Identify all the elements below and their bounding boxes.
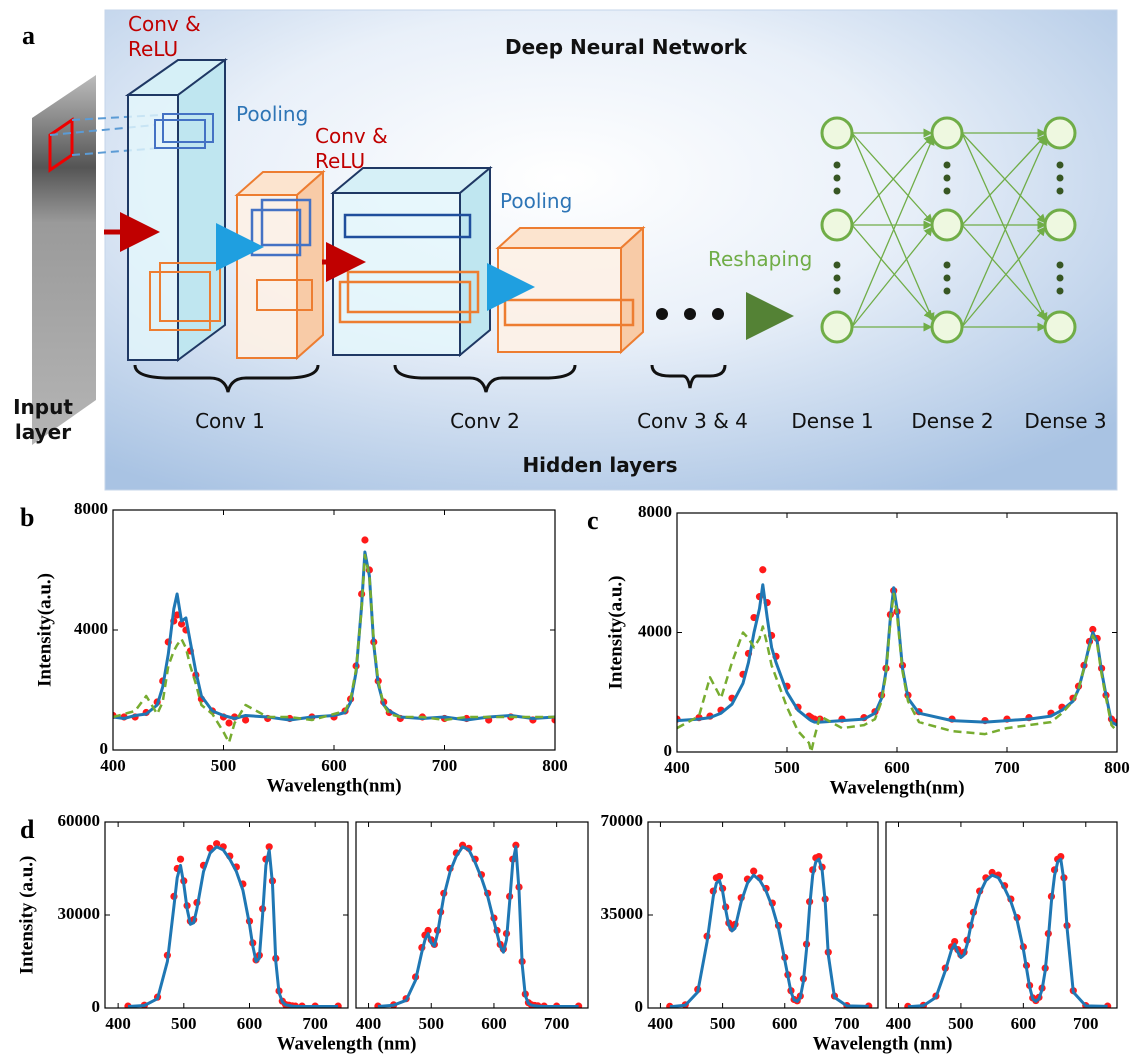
y-tick-label: 4000 <box>74 619 108 638</box>
y-tick-label: 8000 <box>638 502 672 521</box>
x-tick-label: 600 <box>321 756 347 775</box>
y-tick-label: 0 <box>100 739 109 758</box>
group-label: Conv 1 <box>170 409 290 434</box>
plot-area <box>886 822 1117 1008</box>
x-tick-label: 800 <box>1104 758 1130 777</box>
x-tick-label: 400 <box>886 1014 912 1033</box>
page: {"diagram": {"panel": "a", "title": "Dee… <box>0 0 1137 1061</box>
chart: 400 500 600 700 <box>886 822 1117 1033</box>
y-tick-label: 35000 <box>601 904 644 923</box>
plot-area <box>105 822 348 1008</box>
x-tick-label: 800 <box>542 756 568 775</box>
x-tick-label: 400 <box>664 758 690 777</box>
y-axis-label: Intensity(a.u.) <box>605 575 626 689</box>
conv-relu-label: Conv & ReLU <box>315 124 405 174</box>
x-tick-label: 500 <box>774 758 800 777</box>
x-tick-label: 400 <box>100 756 126 775</box>
x-tick-label: 600 <box>1011 1014 1037 1033</box>
group-label: Dense 3 <box>1008 409 1123 434</box>
panel-label: b <box>20 503 34 532</box>
ellipsis <box>656 308 724 320</box>
x-tick-label: 500 <box>948 1014 974 1033</box>
x-tick-label: 600 <box>772 1014 798 1033</box>
pooling-label: Pooling <box>236 102 308 127</box>
group-label: Conv 2 <box>425 409 545 434</box>
data-point <box>177 856 184 863</box>
x-axis-label: Wavelength(nm) <box>266 775 401 796</box>
y-tick-label: 8000 <box>74 499 108 518</box>
panel-label: d <box>20 815 35 844</box>
data-point <box>225 719 232 726</box>
y-tick-label: 70000 <box>601 811 644 830</box>
x-tick-label: 700 <box>544 1014 570 1033</box>
x-axis-label: Wavelength (nm) <box>813 1033 953 1054</box>
data-point <box>759 566 766 573</box>
x-tick-label: 400 <box>356 1014 382 1033</box>
data-point <box>716 873 723 880</box>
y-tick-label: 0 <box>664 741 673 760</box>
data-point <box>361 536 368 543</box>
x-tick-label: 500 <box>171 1014 197 1033</box>
figure: 400500600700800040008000Wavelength(nm)In… <box>0 0 1137 1061</box>
y-tick-label: 60000 <box>58 811 101 830</box>
x-tick-label: 700 <box>432 756 458 775</box>
pooling-label: Pooling <box>500 189 572 214</box>
x-tick-label: 700 <box>1073 1014 1099 1033</box>
group-label: Dense 2 <box>895 409 1010 434</box>
y-tick-label: 4000 <box>638 621 672 640</box>
chart: 400 500 600 700 <box>356 822 588 1033</box>
diagram-title: Deep Neural Network <box>505 35 747 60</box>
panel-label: c <box>587 506 599 535</box>
x-tick-label: 600 <box>237 1014 263 1033</box>
x-axis-label: Wavelength (nm) <box>277 1033 417 1054</box>
x-tick-label: 400 <box>648 1014 674 1033</box>
x-tick-label: 500 <box>418 1014 444 1033</box>
x-tick-label: 400 <box>105 1014 131 1033</box>
conv2-block <box>333 168 490 355</box>
x-tick-label: 500 <box>211 756 237 775</box>
y-tick-label: 30000 <box>58 904 101 923</box>
x-axis-label: Wavelength(nm) <box>829 777 964 798</box>
panel-label: a <box>22 20 35 53</box>
x-tick-label: 500 <box>710 1014 736 1033</box>
pool2-block <box>498 228 643 352</box>
input-layer-label: Input layer <box>2 395 84 445</box>
group-label: Conv 3 & 4 <box>625 409 760 434</box>
x-tick-label: 700 <box>302 1014 328 1033</box>
conv-relu-label: Conv & ReLU <box>128 12 218 62</box>
hidden-layers-label: Hidden layers <box>520 453 680 478</box>
input-image <box>32 75 96 445</box>
y-tick-label: 0 <box>92 997 101 1016</box>
y-axis-label: Intensity(a.u.) <box>34 573 55 687</box>
x-tick-label: 600 <box>884 758 910 777</box>
x-tick-label: 700 <box>834 1014 860 1033</box>
plot-area <box>648 822 878 1008</box>
group-label: Dense 1 <box>775 409 890 434</box>
y-axis-label: Intensity (a.u.) <box>16 856 37 975</box>
reshaping-label: Reshaping <box>708 247 812 272</box>
x-tick-label: 700 <box>994 758 1020 777</box>
y-tick-label: 0 <box>635 997 644 1016</box>
x-tick-label: 600 <box>481 1014 507 1033</box>
